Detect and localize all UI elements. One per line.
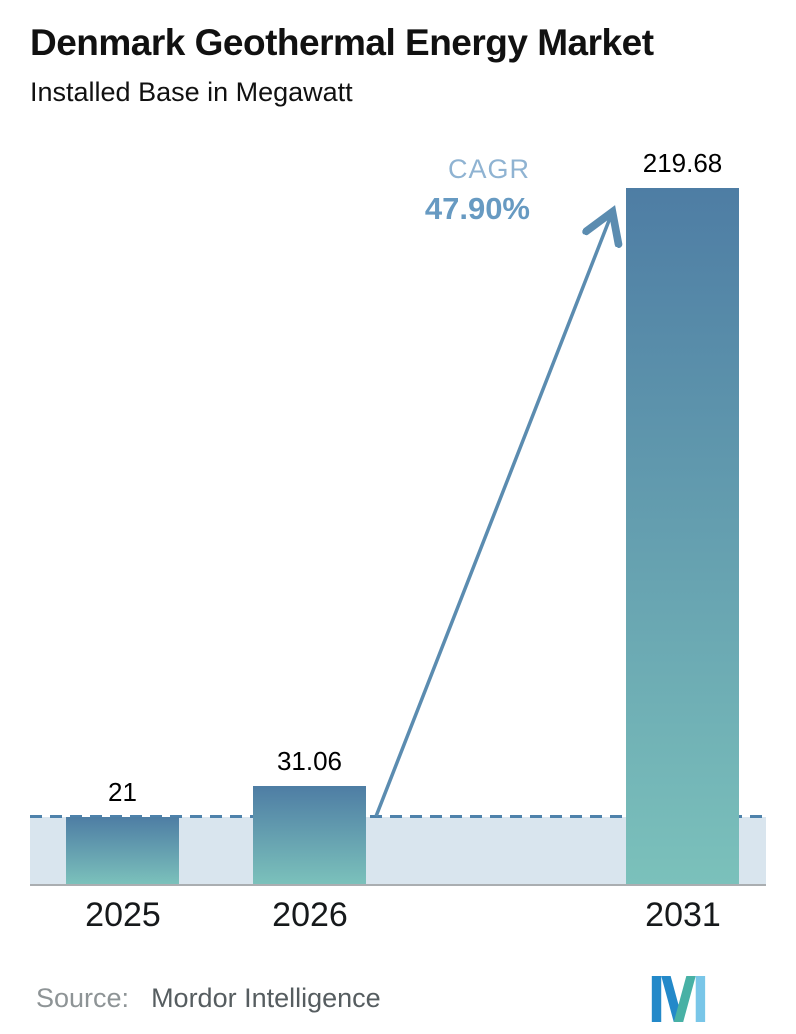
x-axis-labels: 2025 2026 2031 xyxy=(30,886,766,944)
bar-value-label: 31.06 xyxy=(276,745,343,776)
chart-header: Denmark Geothermal Energy Market Install… xyxy=(0,0,796,108)
bar-value-label: 219.68 xyxy=(642,147,723,178)
x-axis-label-2025: 2025 xyxy=(85,895,161,934)
page-subtitle: Installed Base in Megawatt xyxy=(30,76,353,107)
mordor-intelligence-logo xyxy=(651,975,706,1022)
bar-group-2025: 21 xyxy=(66,777,179,884)
bar xyxy=(626,187,739,884)
bar xyxy=(253,785,366,884)
x-axis-label-2026: 2026 xyxy=(272,895,348,934)
cagr-label: CAGR xyxy=(447,153,530,184)
x-axis-label-2031: 2031 xyxy=(645,895,721,934)
source-value: Mordor Intelligence xyxy=(151,983,381,1014)
bar-group-2026: 31.06 xyxy=(253,746,366,884)
bar-group-2031: 219.68 xyxy=(626,148,739,884)
bar-value-label: 21 xyxy=(108,776,137,807)
cagr-annotation: CAGR 47.90% xyxy=(370,154,530,227)
page-title: Denmark Geothermal Energy Market xyxy=(30,22,654,63)
source-footer: Source: Mordor Intelligence xyxy=(36,975,760,1022)
bar xyxy=(66,816,179,884)
source-label: Source: xyxy=(36,983,130,1014)
bar-chart-plot-area: 21 31.06 219.68 CAGR 47.90% xyxy=(30,142,766,886)
cagr-value: 47.90% xyxy=(424,190,530,226)
